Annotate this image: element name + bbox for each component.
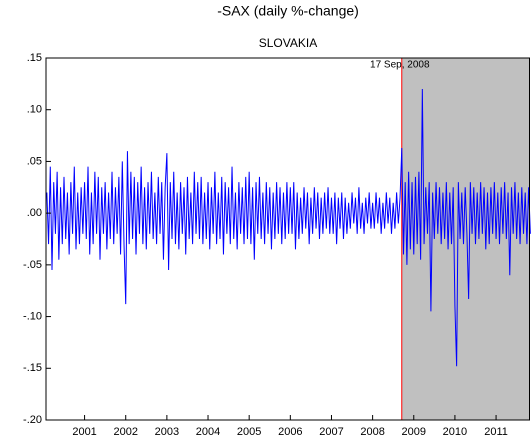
x-tick-label: 2010 <box>443 426 467 438</box>
x-tick-label: 2003 <box>155 426 179 438</box>
y-tick-label: -.20 <box>23 414 42 426</box>
chart-subtitle: SLOVAKIA <box>259 36 317 50</box>
y-tick-label: .05 <box>27 155 42 167</box>
y-tick-label: -.10 <box>23 310 42 322</box>
x-tick-label: 2007 <box>319 426 343 438</box>
y-tick-label: .10 <box>27 104 42 116</box>
x-tick-label: 2009 <box>402 426 426 438</box>
annotation: 17 Sep, 2008 <box>370 60 430 71</box>
x-tick-label: 2006 <box>278 426 302 438</box>
y-tick-label: .00 <box>27 207 42 219</box>
chart-title: -SAX (daily %-change) <box>217 3 359 19</box>
y-tick-label: -.15 <box>23 362 42 374</box>
data-line <box>46 89 531 367</box>
x-tick-label: 2005 <box>237 426 261 438</box>
x-tick-label: 2002 <box>113 426 137 438</box>
y-tick-label: -.05 <box>23 259 42 271</box>
y-tick-label: .15 <box>27 52 42 64</box>
plot-frame <box>45 57 530 421</box>
x-tick-label: 2004 <box>196 426 220 438</box>
x-tick-label: 2011 <box>484 426 508 438</box>
x-tick-label: 2008 <box>360 426 384 438</box>
x-tick-label: 2001 <box>72 426 96 438</box>
